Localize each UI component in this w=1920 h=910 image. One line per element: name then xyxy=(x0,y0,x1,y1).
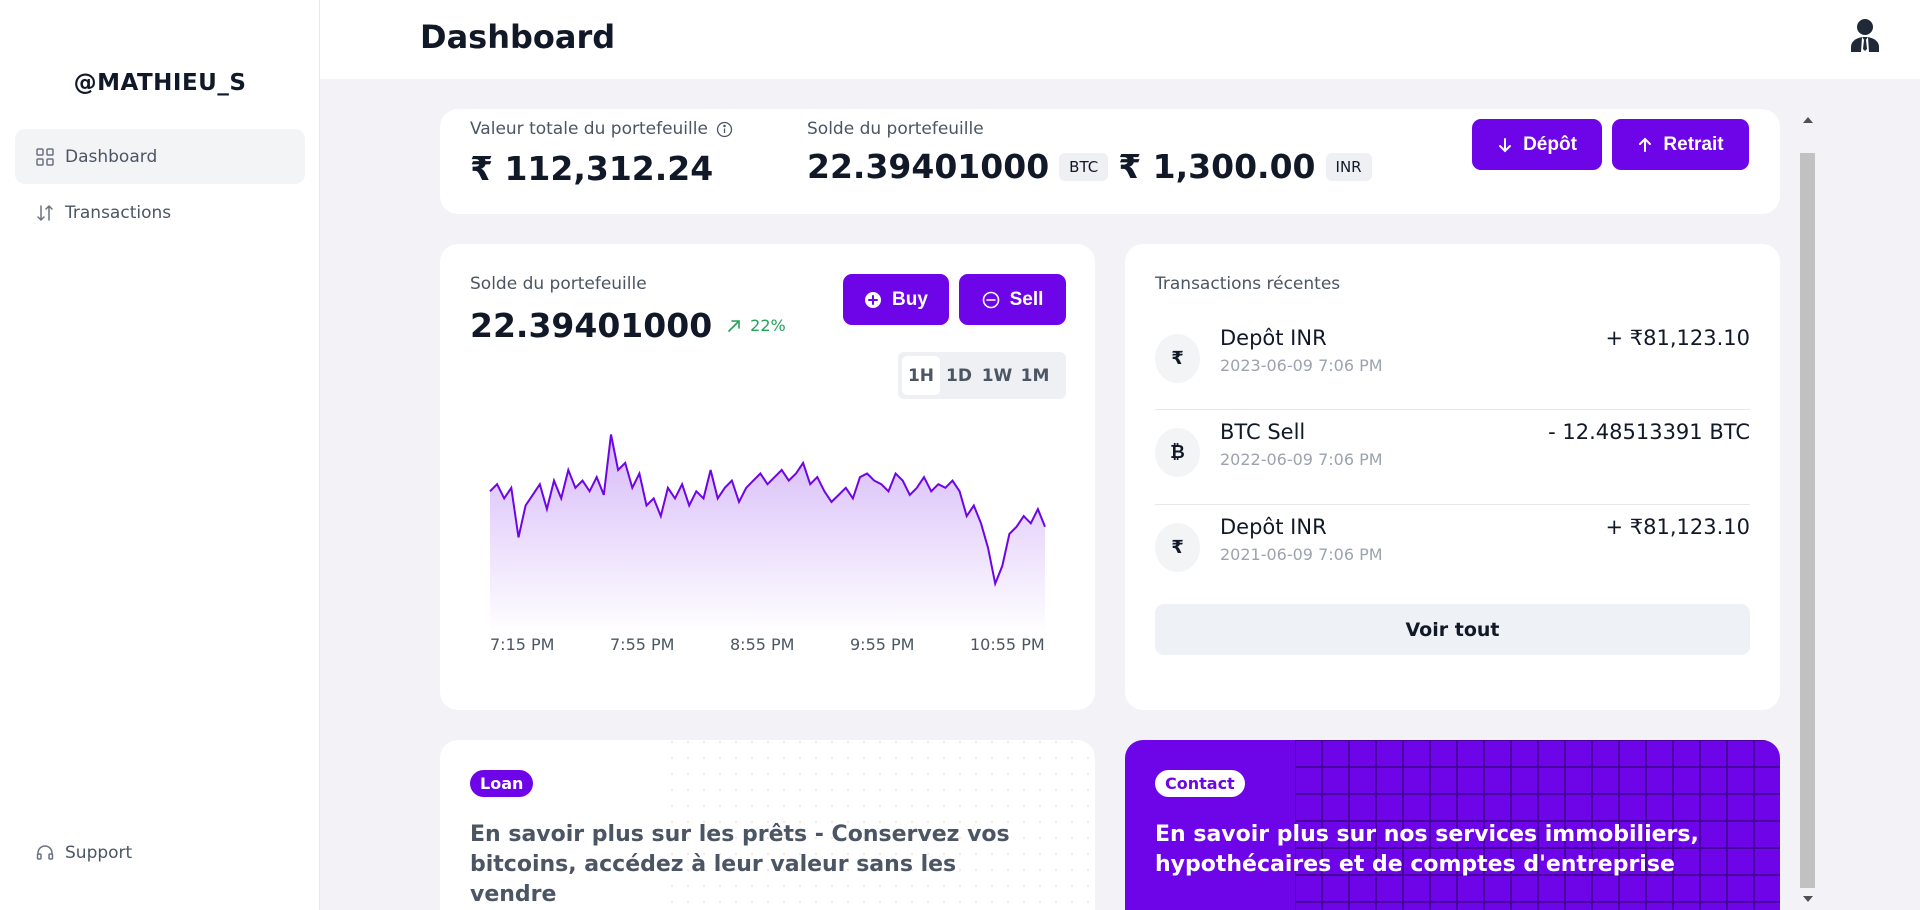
chart-area-fill xyxy=(490,434,1045,634)
scrollbar-thumb[interactable] xyxy=(1800,153,1815,888)
price-area-chart xyxy=(489,434,1046,634)
dot-pattern-decoration xyxy=(670,740,1095,910)
scroll-down-arrow[interactable] xyxy=(1803,896,1813,902)
transaction-date: 2023-06-09 7:06 PM xyxy=(1220,356,1383,375)
user-icon[interactable] xyxy=(1850,18,1880,52)
transaction-row[interactable]: ₹ Depôt INR 2021-06-09 7:06 PM + ₹81,123… xyxy=(1155,513,1750,608)
sell-button[interactable]: Sell xyxy=(959,274,1066,325)
loan-badge: Loan xyxy=(470,770,534,797)
transaction-amount: + ₹81,123.10 xyxy=(1605,515,1750,539)
timeframe-1m[interactable]: 1M xyxy=(1020,365,1050,386)
deposit-button[interactable]: Dépôt xyxy=(1472,119,1602,170)
timeframe-1h[interactable]: 1H xyxy=(902,356,940,395)
sidebar-item-label: Transactions xyxy=(65,202,172,223)
info-icon[interactable] xyxy=(716,121,733,138)
timeframe-1d[interactable]: 1D xyxy=(946,365,972,386)
total-value-label: Valeur totale du portefeuille xyxy=(470,119,733,139)
withdraw-button[interactable]: Retrait xyxy=(1612,119,1749,170)
transaction-amount: - 12.48513391 BTC xyxy=(1548,420,1750,444)
loan-promo-card[interactable]: Loan En savoir plus sur les prêts - Cons… xyxy=(440,740,1095,910)
grid-icon xyxy=(35,147,55,167)
inr-unit-badge: INR xyxy=(1325,152,1372,181)
balance-chart-card: Solde du portefeuille 22.39401000 22% Bu… xyxy=(440,244,1095,710)
arrow-up-icon xyxy=(1637,137,1653,153)
transaction-name: BTC Sell xyxy=(1220,420,1306,444)
transaction-row[interactable]: ₿ BTC Sell 2022-06-09 7:06 PM - 12.48513… xyxy=(1155,418,1750,513)
brand-username: @MATHIEU_S xyxy=(73,70,247,96)
x-tick-label: 8:55 PM xyxy=(730,635,795,654)
balance-values: 22.39401000 BTC ₹ 1,300.00 INR xyxy=(807,147,1372,186)
transaction-name: Depôt INR xyxy=(1220,326,1327,350)
transaction-date: 2021-06-09 7:06 PM xyxy=(1220,545,1383,564)
scroll-up-arrow[interactable] xyxy=(1803,117,1813,123)
btc-balance: 22.39401000 xyxy=(807,147,1050,186)
x-tick-label: 7:55 PM xyxy=(610,635,675,654)
contact-badge: Contact xyxy=(1155,770,1245,797)
timeframe-1w[interactable]: 1W xyxy=(981,365,1013,386)
total-value: ₹ 112,312.24 xyxy=(470,149,714,188)
inr-balance: ₹ 1,300.00 xyxy=(1118,147,1316,186)
chart-balance-value: 22.39401000 xyxy=(470,306,713,345)
support-link[interactable]: Support xyxy=(15,825,305,880)
x-tick-label: 10:55 PM xyxy=(970,635,1045,654)
main-content: Valeur totale du portefeuille ₹ 112,312.… xyxy=(320,79,1920,910)
sidebar-item-dashboard[interactable]: Dashboard xyxy=(15,129,305,184)
bitcoin-icon: ₿ xyxy=(1155,428,1200,477)
vertical-scrollbar[interactable] xyxy=(1800,109,1815,909)
divider xyxy=(1155,409,1750,410)
transaction-name: Depôt INR xyxy=(1220,515,1327,539)
transactions-title: Transactions récentes xyxy=(1155,274,1341,294)
timeframe-selector: 1H 1D 1W 1M xyxy=(898,352,1066,399)
trend-indicator: 22% xyxy=(726,316,786,335)
sidebar: @MATHIEU_S Dashboard Transactions Suppor… xyxy=(0,0,320,910)
chart-balance-row: 22.39401000 22% xyxy=(470,306,786,345)
contact-promo-text: En savoir plus sur nos services immobili… xyxy=(1155,822,1699,877)
recent-transactions-card: Transactions récentes ₹ Depôt INR 2023-0… xyxy=(1125,244,1780,710)
loan-promo-text: En savoir plus sur les prêts - Conservez… xyxy=(470,822,1010,907)
plus-circle-icon xyxy=(864,291,882,309)
balance-label: Solde du portefeuille xyxy=(807,119,984,139)
transaction-amount: + ₹81,123.10 xyxy=(1605,326,1750,350)
rupee-icon: ₹ xyxy=(1155,523,1200,572)
see-all-button[interactable]: Voir tout xyxy=(1155,604,1750,655)
buy-button[interactable]: Buy xyxy=(843,274,949,325)
page-title: Dashboard xyxy=(420,18,616,56)
arrow-down-icon xyxy=(1497,137,1513,153)
headset-icon xyxy=(35,843,55,863)
x-tick-label: 9:55 PM xyxy=(850,635,915,654)
minus-circle-icon xyxy=(982,291,1000,309)
sidebar-item-transactions[interactable]: Transactions xyxy=(15,185,305,240)
chart-series-line xyxy=(489,434,1046,588)
support-label: Support xyxy=(65,842,133,863)
trend-up-icon xyxy=(726,318,742,334)
contact-promo-card[interactable]: Contact En savoir plus sur nos services … xyxy=(1125,740,1780,910)
grid-pattern-decoration xyxy=(1295,740,1780,910)
btc-unit-badge: BTC xyxy=(1059,152,1109,181)
portfolio-summary-card: Valeur totale du portefeuille ₹ 112,312.… xyxy=(440,109,1780,214)
top-header: Dashboard xyxy=(320,0,1920,79)
transaction-date: 2022-06-09 7:06 PM xyxy=(1220,450,1383,469)
chart-balance-label: Solde du portefeuille xyxy=(470,274,647,294)
divider xyxy=(1155,504,1750,505)
transaction-row[interactable]: ₹ Depôt INR 2023-06-09 7:06 PM + ₹81,123… xyxy=(1155,324,1750,419)
arrows-up-down-icon xyxy=(35,203,55,223)
sidebar-item-label: Dashboard xyxy=(65,146,158,167)
rupee-icon: ₹ xyxy=(1155,334,1200,383)
x-tick-label: 7:15 PM xyxy=(490,635,555,654)
